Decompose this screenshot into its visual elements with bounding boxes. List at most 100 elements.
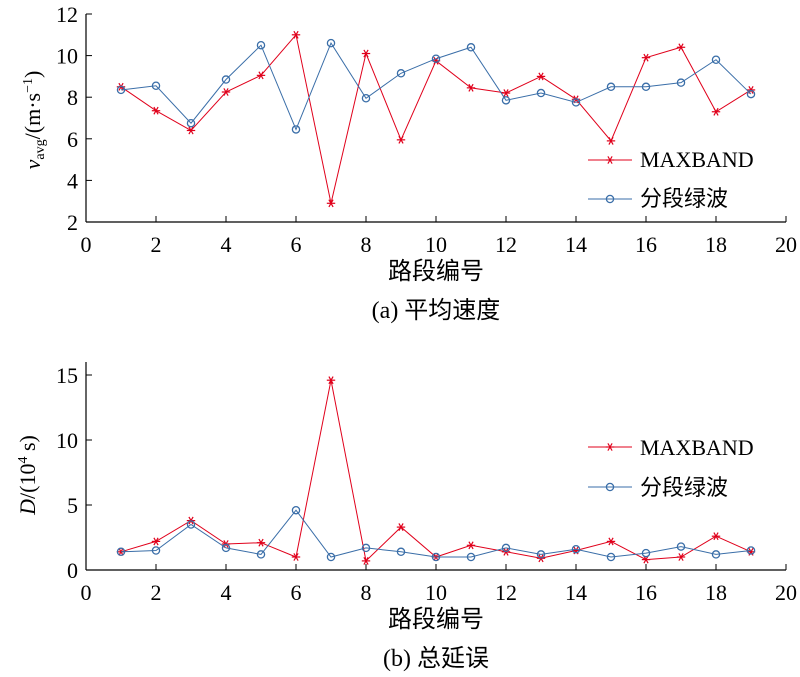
- x-tick-label-12: 12: [495, 232, 517, 257]
- point-maxband-a-6: [291, 30, 301, 39]
- x-tick-label-8: 8: [361, 580, 372, 605]
- point-maxband-a-3-stroke-2: [188, 126, 194, 135]
- point-segmented-b-2: [151, 546, 161, 555]
- point-segmented-b-10-shape: [431, 552, 441, 562]
- point-segmented-a-6: [291, 125, 301, 134]
- point-segmented-a-14-shape: [571, 98, 581, 107]
- x-axis-label-b: 路段编号: [388, 606, 484, 633]
- x-tick-label-2: 2: [151, 580, 162, 605]
- point-maxband-b-6-stroke-2: [293, 553, 299, 561]
- point-segmented-a-11: [466, 43, 476, 52]
- legend-symbol-maxband-b: [605, 443, 615, 451]
- point-maxband-a-18: [711, 107, 721, 116]
- point-segmented-b-6-shape: [291, 505, 301, 515]
- point-segmented-b-10: [431, 552, 441, 562]
- point-maxband-a-5-stroke-2: [258, 71, 264, 80]
- point-segmented-b-15: [606, 552, 616, 562]
- x-axis-label-a: 路段编号: [388, 258, 484, 285]
- point-segmented-b-7: [326, 552, 336, 562]
- y-tick-label-10: 10: [56, 44, 78, 69]
- legend-b: MAXBAND 分段绿波: [588, 435, 754, 500]
- y-tick-label-15: 15: [56, 363, 78, 388]
- legend-label-segmented-a: 分段绿波: [640, 186, 728, 211]
- point-maxband-a-7: [326, 199, 336, 208]
- point-segmented-b-19: [746, 546, 756, 555]
- legend-symbol-maxband-b-stroke-2: [607, 443, 613, 451]
- point-maxband-b-18: [711, 532, 721, 541]
- point-segmented-b-1: [116, 547, 126, 557]
- point-segmented-a-18-shape: [711, 55, 721, 65]
- x-tick-label-14: 14: [565, 580, 587, 605]
- point-maxband-b-11: [466, 541, 476, 550]
- y-tick-label-4: 4: [67, 168, 78, 193]
- point-maxband-b-17: [676, 553, 686, 561]
- point-maxband-a-13-stroke-2: [538, 72, 544, 81]
- legend-symbol-segmented-b-shape: [605, 482, 615, 492]
- point-segmented-b-14-shape: [571, 544, 581, 554]
- point-segmented-a-3: [186, 118, 196, 128]
- point-segmented-b-16-shape: [641, 548, 651, 558]
- point-segmented-b-8-shape: [361, 543, 371, 553]
- x-tick-label-18: 18: [705, 232, 727, 257]
- point-maxband-a-9-stroke-2: [398, 135, 404, 144]
- point-maxband-b-15-stroke-2: [608, 537, 614, 546]
- caption-a: (a) 平均速度: [372, 297, 501, 324]
- point-maxband-a-2: [151, 106, 161, 115]
- point-maxband-b-9: [396, 523, 406, 532]
- legend-label-maxband-a: MAXBAND: [640, 147, 754, 172]
- point-segmented-b-9-shape: [396, 547, 406, 557]
- point-segmented-a-9: [396, 69, 406, 78]
- point-segmented-a-10-shape: [431, 54, 441, 63]
- point-segmented-b-17: [676, 542, 686, 551]
- x-tick-label-14: 14: [565, 232, 587, 257]
- point-maxband-a-4: [221, 88, 231, 96]
- x-tick-label-0: 0: [81, 580, 92, 605]
- legend-marker-maxband-b: [605, 443, 615, 451]
- y-tick-label-5: 5: [67, 493, 78, 518]
- y-tick-label-10: 10: [56, 428, 78, 453]
- point-maxband-b-8-stroke-2: [363, 556, 369, 565]
- point-segmented-a-18: [711, 55, 721, 65]
- legend-item-segmented-b: 分段绿波: [588, 475, 728, 500]
- point-segmented-b-7-shape: [326, 552, 336, 562]
- point-maxband-a-2-stroke-2: [153, 106, 159, 115]
- point-segmented-b-5-shape: [256, 550, 266, 559]
- point-maxband-b-5: [256, 538, 266, 547]
- point-segmented-b-3-shape: [186, 520, 196, 529]
- point-maxband-a-16: [641, 53, 651, 62]
- x-tick-label-0: 0: [81, 232, 92, 257]
- point-segmented-b-12-shape: [501, 543, 511, 553]
- x-tick-label-6: 6: [291, 580, 302, 605]
- x-tick-label-4: 4: [221, 232, 232, 257]
- point-segmented-a-13-shape: [536, 88, 546, 98]
- y-axis-label-a: vavg/(m·s−1): [20, 71, 48, 170]
- legend-symbol-maxband-a: [605, 156, 615, 164]
- point-segmented-b-8: [361, 543, 371, 553]
- y-tick-label-12: 12: [56, 2, 78, 27]
- legend-marker-segmented-a: [605, 194, 615, 204]
- y-tick-label-0: 0: [67, 558, 78, 583]
- point-maxband-a-4-stroke-2: [223, 88, 229, 96]
- y-tick-label-8: 8: [67, 85, 78, 110]
- point-segmented-b-3: [186, 520, 196, 529]
- point-segmented-b-13-shape: [536, 550, 546, 559]
- point-segmented-b-1-shape: [116, 547, 126, 557]
- point-segmented-a-5-shape: [256, 40, 266, 50]
- caption-b: (b) 总延误: [383, 645, 489, 672]
- point-maxband-b-18-stroke-2: [713, 532, 719, 541]
- legend-symbol-segmented-a: [605, 194, 615, 204]
- point-segmented-a-16-shape: [641, 82, 651, 92]
- point-segmented-a-15-shape: [606, 82, 616, 92]
- point-maxband-a-8: [361, 49, 371, 58]
- point-maxband-a-9: [396, 135, 406, 144]
- point-maxband-b-16: [641, 555, 651, 564]
- point-segmented-a-4-shape: [221, 75, 231, 84]
- panel-total-delay: 0 2 4 6 8 10 12 14 16 18 20 0 5 10 15 D/(104 s) 路段编号 (…: [15, 362, 797, 672]
- plot-area-b: 0 2 4 6 8 10 12 14 16 18 20 0 5 10 15: [56, 362, 797, 605]
- point-segmented-b-11: [466, 552, 476, 562]
- point-maxband-b-11-stroke-2: [468, 541, 474, 550]
- x-tick-label-16: 16: [635, 232, 657, 257]
